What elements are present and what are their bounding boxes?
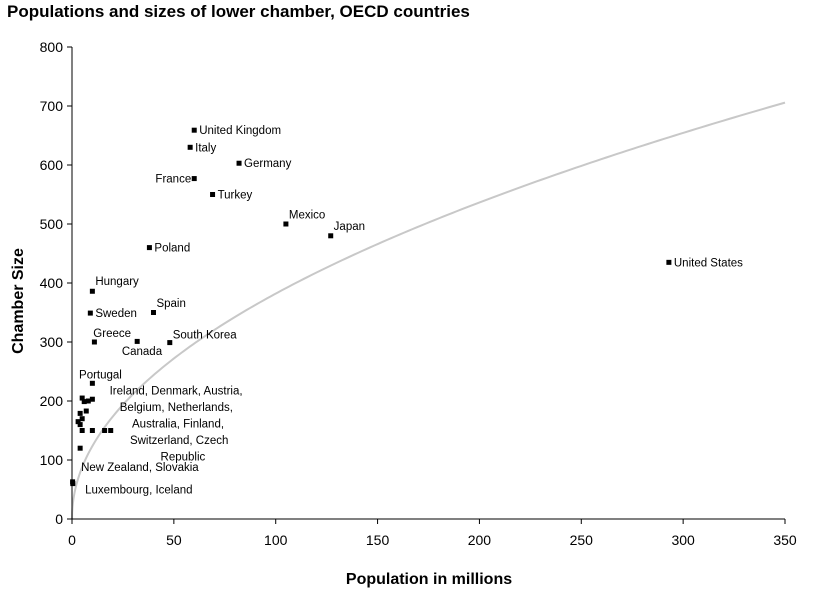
data-point [77,422,83,428]
data-point [91,339,97,345]
point-label: Mexico [289,210,325,222]
point-label: Portugal [79,369,122,381]
fit-curve [71,101,786,520]
data-point [191,127,197,133]
point-label: Turkey [218,190,253,202]
data-point [283,221,289,227]
data-point [236,160,242,166]
fit-curve-layer [71,101,786,520]
data-point [167,340,173,346]
point-label: Canada [122,346,163,358]
data-point [89,380,95,386]
point-label: Japan [334,221,365,233]
point-label: Belgium, Netherlands, [120,402,233,414]
point-label: Luxembourg, Iceland [85,485,192,497]
y-tick-label: 300 [40,334,64,350]
axes: 0 100 200 300 400 500 600 700 800 0 50 100 150 200 250… [40,39,797,548]
point-label: Australia, Finland, [132,418,224,430]
point-label: Hungary [95,276,139,288]
data-point [81,399,87,405]
y-tick-label: 700 [40,98,64,114]
data-point [87,310,93,316]
data-point [666,259,672,265]
data-point [89,396,95,402]
data-point [210,192,216,197]
x-tick-label: 100 [264,532,288,548]
point-labels: United Kingdom Italy Germany France Turkey Me… [79,125,743,496]
y-axis-title: Chamber Size [10,248,27,354]
point-label: Poland [154,243,190,255]
data-point [187,144,193,150]
point-label: Ireland, Denmark, Austria, [110,385,243,397]
x-axis-title: Population in millions [346,571,512,588]
point-label: United States [674,257,743,269]
data-point [79,428,85,433]
x-tick-label: 350 [773,532,797,548]
point-label: Spain [156,298,185,310]
data-point [83,408,89,414]
data-point [150,310,156,315]
data-point [102,428,108,433]
x-tick-label: 200 [468,532,492,548]
y-tick-label: 500 [40,216,64,232]
y-tick-label: 600 [40,157,64,173]
point-label: South Korea [173,329,238,341]
point-label: New Zealand, Slovakia [81,462,199,474]
data-point [191,176,197,182]
data-point [146,245,152,251]
y-tick-label: 400 [40,275,64,291]
point-label: Sweden [95,308,137,320]
point-label: France [155,174,191,186]
data-point [328,233,334,239]
point-label: Germany [244,158,292,170]
point-label: Italy [195,142,216,154]
y-tick-label: 100 [40,452,64,468]
x-tick-label: 300 [671,532,695,548]
point-label: United Kingdom [199,125,281,137]
data-point [77,445,83,451]
y-tick-label: 200 [40,393,64,409]
data-points [70,127,672,487]
x-tick-label: 50 [166,532,182,548]
point-label: Greece [93,328,131,340]
data-point [108,428,114,433]
chart-title: Populations and sizes of lower chamber, … [7,2,470,21]
data-point [89,288,95,294]
point-label: Republic [161,451,206,463]
x-tick-label: 250 [570,532,594,548]
data-point [79,416,85,422]
data-point [134,338,140,344]
data-point [85,398,91,404]
data-point [70,479,76,485]
x-tick-label: 0 [68,532,76,548]
y-tick-label: 800 [40,39,64,55]
data-point [89,428,95,433]
x-tick-label: 150 [366,532,390,548]
y-tick-label: 0 [55,511,63,527]
data-point [75,419,81,425]
point-label: Switzerland, Czech [130,435,228,447]
data-point [79,395,85,401]
data-point [77,410,83,416]
